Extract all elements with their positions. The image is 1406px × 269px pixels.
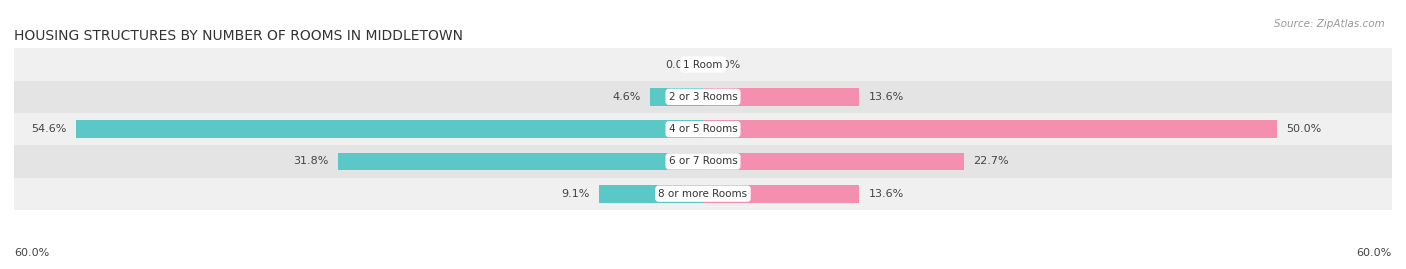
Text: 60.0%: 60.0% <box>1357 248 1392 258</box>
Text: 13.6%: 13.6% <box>869 92 904 102</box>
Bar <box>14 113 1392 145</box>
Bar <box>14 48 1392 81</box>
Bar <box>599 185 703 203</box>
Text: 1 Room: 1 Room <box>683 59 723 70</box>
Text: 22.7%: 22.7% <box>973 156 1008 167</box>
Bar <box>703 88 859 106</box>
Text: 4 or 5 Rooms: 4 or 5 Rooms <box>669 124 737 134</box>
Bar <box>703 185 859 203</box>
Text: 31.8%: 31.8% <box>294 156 329 167</box>
Bar <box>703 153 963 170</box>
Bar <box>337 153 703 170</box>
Text: 0.0%: 0.0% <box>713 59 741 70</box>
Text: 9.1%: 9.1% <box>561 189 589 199</box>
Text: 54.6%: 54.6% <box>31 124 67 134</box>
Bar <box>14 178 1392 210</box>
Text: 4.6%: 4.6% <box>613 92 641 102</box>
Text: 13.6%: 13.6% <box>869 189 904 199</box>
Bar <box>14 81 1392 113</box>
Bar <box>76 120 703 138</box>
Text: 50.0%: 50.0% <box>1286 124 1322 134</box>
Text: 60.0%: 60.0% <box>14 248 49 258</box>
Text: 0.0%: 0.0% <box>665 59 693 70</box>
Text: 8 or more Rooms: 8 or more Rooms <box>658 189 748 199</box>
Text: Source: ZipAtlas.com: Source: ZipAtlas.com <box>1274 19 1385 29</box>
Bar <box>703 120 1277 138</box>
Text: HOUSING STRUCTURES BY NUMBER OF ROOMS IN MIDDLETOWN: HOUSING STRUCTURES BY NUMBER OF ROOMS IN… <box>14 29 463 43</box>
Text: 2 or 3 Rooms: 2 or 3 Rooms <box>669 92 737 102</box>
Bar <box>14 145 1392 178</box>
Bar <box>650 88 703 106</box>
Text: 6 or 7 Rooms: 6 or 7 Rooms <box>669 156 737 167</box>
